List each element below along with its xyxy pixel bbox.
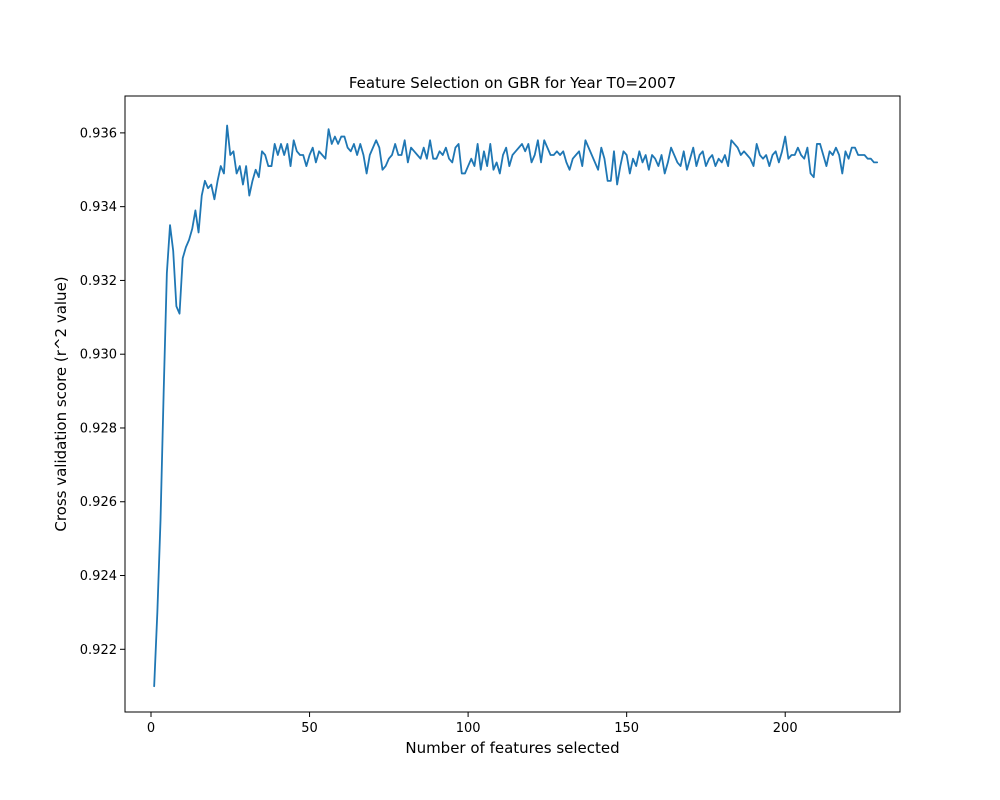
x-tick-label: 150	[614, 721, 639, 736]
y-tick-label: 0.932	[80, 274, 117, 289]
y-tick-label: 0.926	[80, 495, 117, 510]
plot-area	[125, 96, 900, 712]
y-tick-label: 0.924	[80, 569, 117, 584]
y-axis-label: Cross validation score (r^2 value)	[52, 276, 70, 531]
plot-frame	[124, 95, 901, 713]
y-tick-label: 0.934	[80, 200, 117, 215]
x-tick-label: 0	[147, 721, 155, 736]
y-tick-label: 0.930	[80, 348, 117, 363]
y-tick-label: 0.922	[80, 643, 117, 658]
y-axis-ticks: 0.922 0.924 0.926 0.928 0.930 0.932 0.934 0.936	[80, 126, 125, 658]
series-line	[153, 124, 879, 688]
y-tick-label: 0.936	[80, 126, 117, 141]
x-tick-label: 50	[301, 721, 318, 736]
x-axis-label: Number of features selected	[405, 739, 619, 757]
chart-title: Feature Selection on GBR for Year T0=200…	[349, 74, 676, 92]
x-tick-label: 200	[773, 721, 798, 736]
y-tick-label: 0.928	[80, 421, 117, 436]
x-axis-ticks: 0 50 100 150 200	[147, 712, 798, 736]
x-tick-label: 100	[456, 721, 481, 736]
